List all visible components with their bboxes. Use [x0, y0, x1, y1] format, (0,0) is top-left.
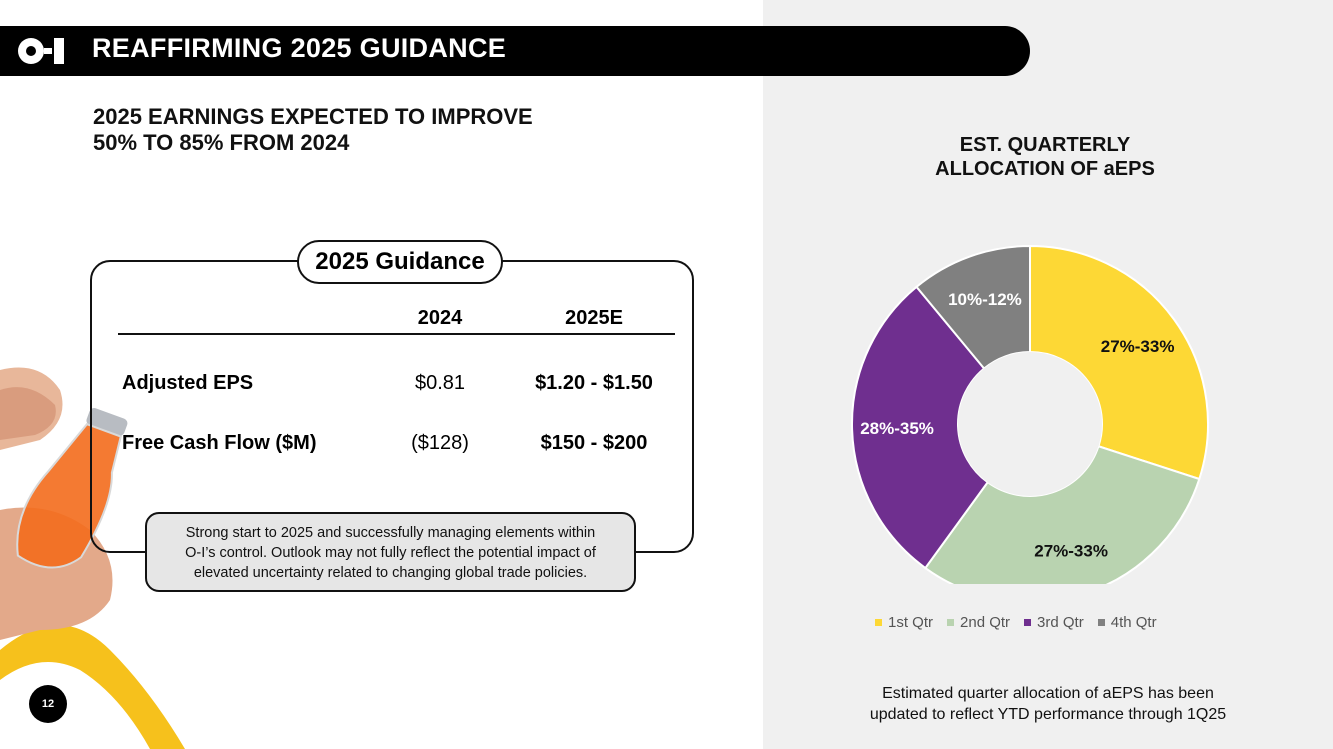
note-line-3: elevated uncertainty related to changing…	[193, 565, 588, 581]
note-line-2: O-I’s control. Outlook may not fully ref…	[185, 545, 596, 561]
hand-with-bottle-image	[0, 367, 185, 749]
donut-hole	[958, 352, 1102, 496]
legend-swatch-3	[1024, 619, 1032, 626]
legend-item-4: 4th Qtr	[1097, 614, 1157, 631]
chart-legend: 1st Qtr 2nd Qtr 3rd Qtr 4th Qtr	[875, 614, 1157, 631]
donut-label-4: 10%-12%	[948, 290, 1022, 309]
column-header-2025e: 2025E	[565, 307, 623, 329]
chart-title: EST. QUARTERLY ALLOCATION OF aEPS	[890, 133, 1200, 181]
legend-swatch-2	[947, 619, 955, 626]
page-title: REAFFIRMING 2025 GUIDANCE	[92, 33, 507, 63]
chart-title-line-2: ALLOCATION OF aEPS	[935, 158, 1155, 180]
legend-item-2: 2nd Qtr	[947, 614, 1010, 631]
headline-line-1: 2025 EARNINGS EXPECTED TO IMPROVE	[93, 104, 533, 129]
footnote-line-2: updated to reflect YTD performance throu…	[869, 706, 1227, 723]
row-label-adjusted-eps: Adjusted EPS	[122, 372, 254, 394]
row-label-free-cash-flow: Free Cash Flow ($M)	[122, 432, 317, 454]
guidance-title: 2025 Guidance	[297, 240, 503, 284]
chart-title-line-1: EST. QUARTERLY	[959, 134, 1131, 156]
title-bar	[0, 26, 1030, 76]
donut-label-2: 27%-33%	[1034, 541, 1108, 560]
donut-label-1: 27%-33%	[1101, 337, 1175, 356]
page-number: 12	[29, 685, 67, 723]
legend-label-1: 1st Qtr	[888, 614, 934, 631]
chart-footnote: Estimated quarter allocation of aEPS has…	[818, 683, 1278, 725]
note-line-1: Strong start to 2025 and successfully ma…	[185, 525, 596, 541]
guidance-panel	[90, 260, 694, 553]
adjusted-eps-2024: $0.81	[414, 372, 466, 394]
legend-item-3: 3rd Qtr	[1024, 614, 1084, 631]
free-cash-flow-2024: ($128)	[411, 432, 469, 454]
outlook-note: Strong start to 2025 and successfully ma…	[145, 512, 636, 592]
legend-swatch-4	[1097, 619, 1105, 626]
legend-swatch-1	[875, 619, 882, 626]
adjusted-eps-2025e: $1.20 - $1.50	[535, 372, 653, 394]
quarterly-allocation-donut-chart: 27%-33% 27%-33% 28%-35% 10%-12%	[851, 244, 1209, 584]
company-logo-icon	[18, 38, 64, 64]
legend-label-4: 4th Qtr	[1110, 614, 1157, 631]
table-divider	[118, 333, 675, 335]
donut-label-3: 28%-35%	[860, 419, 934, 438]
headline-line-2: 50% TO 85% FROM 2024	[93, 130, 350, 155]
footnote-line-1: Estimated quarter allocation of aEPS has…	[882, 685, 1214, 702]
free-cash-flow-2025e: $150 - $200	[540, 432, 648, 454]
column-header-2024: 2024	[417, 307, 463, 329]
headline: 2025 EARNINGS EXPECTED TO IMPROVE 50% TO…	[93, 104, 533, 156]
legend-label-2: 2nd Qtr	[960, 614, 1011, 631]
legend-item-1: 1st Qtr	[875, 614, 933, 631]
legend-label-3: 3rd Qtr	[1037, 614, 1084, 631]
